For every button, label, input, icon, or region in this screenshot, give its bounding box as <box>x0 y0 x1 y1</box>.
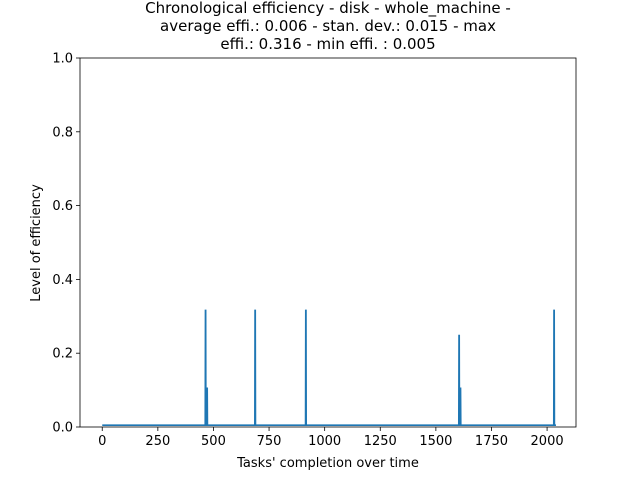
y-tick-label: 1.0 <box>52 52 73 67</box>
title-line-1: Chronological efficiency - disk - whole_… <box>145 0 511 18</box>
x-axis-label: Tasks' completion over time <box>236 456 419 471</box>
x-tick-label: 1250 <box>364 434 397 449</box>
x-tick-label: 750 <box>257 434 282 449</box>
title-line-2: average effi.: 0.006 - stan. dev.: 0.015… <box>160 17 496 35</box>
plot-area: 0 250 500 750 1000 1250 1500 1750 2000 0.0 0.2 0.4 0… <box>52 52 577 449</box>
chart-title: Chronological efficiency - disk - whole_… <box>145 0 511 53</box>
y-tick-label: 0.0 <box>52 421 73 436</box>
title-line-3: effi.: 0.316 - min effi. : 0.005 <box>220 35 435 53</box>
y-axis-label: Level of efficiency <box>29 184 44 302</box>
x-tick-label: 1000 <box>308 434 341 449</box>
axes-frame <box>79 57 577 428</box>
x-tick-label: 1500 <box>419 434 452 449</box>
x-tick-label: 2000 <box>531 434 564 449</box>
x-tick-label: 1750 <box>475 434 508 449</box>
x-tick-label: 250 <box>145 434 170 449</box>
y-tick-label: 0.6 <box>52 199 73 214</box>
series-line-1 <box>102 309 556 426</box>
x-tick-label: 0 <box>98 434 106 449</box>
y-tick-label: 0.8 <box>52 125 73 140</box>
y-tick-label: 0.2 <box>52 347 73 362</box>
x-tick-label: 500 <box>201 434 226 449</box>
y-tick-label: 0.4 <box>52 273 73 288</box>
